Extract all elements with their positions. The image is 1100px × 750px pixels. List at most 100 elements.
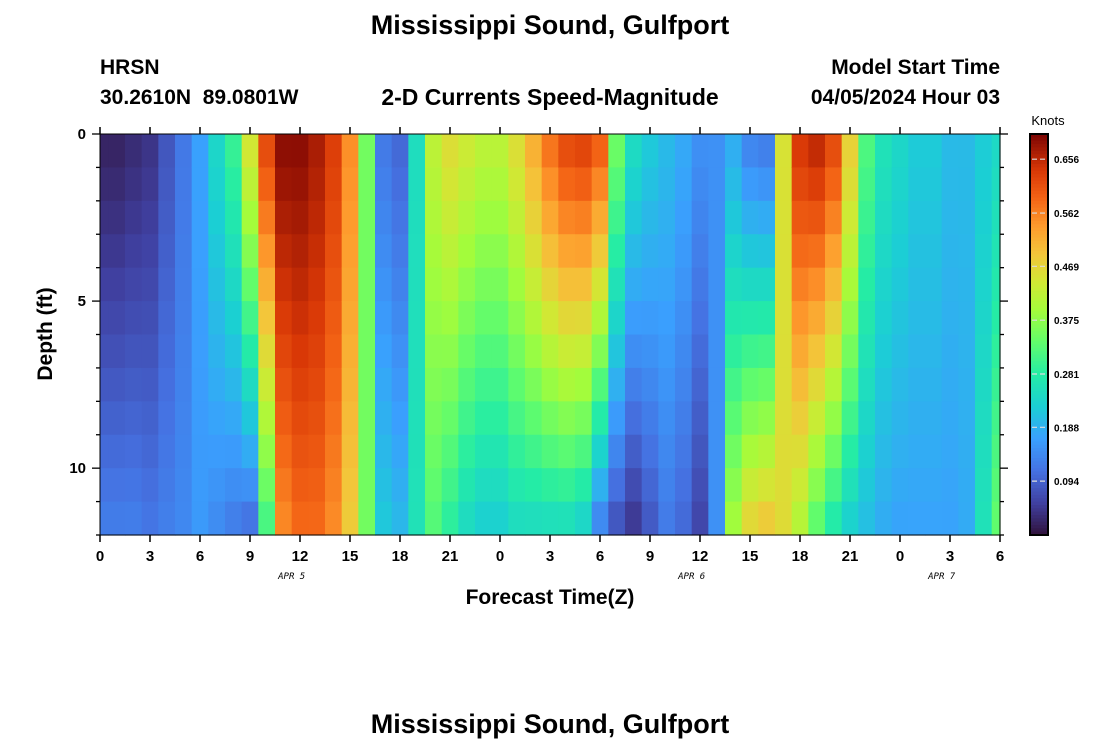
heatmap-cell [175,201,192,235]
heatmap-cell [342,502,359,536]
heatmap-cell [625,134,642,168]
heatmap-cell [192,201,209,235]
heatmap-cell [875,167,892,201]
heatmap-cell [675,134,692,168]
heatmap-cell [375,301,392,335]
heatmap-cell [292,502,309,536]
heatmap-cell [558,401,575,435]
heatmap-cell [875,468,892,502]
heatmap-cell [292,234,309,268]
colorbar-segment [1030,301,1048,305]
heatmap-cell [925,435,942,469]
heatmap-cell [408,234,425,268]
heatmap-cell [258,268,275,302]
heatmap-cell [792,234,809,268]
heatmap-cell [742,502,759,536]
heatmap-cell [392,468,409,502]
heatmap-cell [342,134,359,168]
heatmap-cell [308,201,325,235]
heatmap-cell [208,335,225,369]
heatmap-cell [275,401,292,435]
heatmap-cell [108,134,125,168]
heatmap-cell [325,401,342,435]
heatmap-cell [892,167,909,201]
heatmap-cell [100,468,109,502]
heatmap-cell [125,468,142,502]
colorbar-segment [1030,181,1048,185]
heatmap-cell [325,201,342,235]
heatmap-cell [308,401,325,435]
heatmap-cell [175,502,192,536]
heatmap-cell [392,201,409,235]
heatmap-cell [925,234,942,268]
colorbar-segment [1030,201,1048,205]
heatmap-cell [525,368,542,402]
heatmap-cell [992,201,1001,235]
heatmap-cell [125,401,142,435]
heatmap-cell [575,167,592,201]
heatmap-cell [442,435,459,469]
heatmap-cell [158,368,175,402]
heatmap-cell [808,401,825,435]
heatmap-cell [792,201,809,235]
heatmap-cell [642,468,659,502]
heatmap-cell [458,201,475,235]
heatmap-cell [825,268,842,302]
heatmap-cell [192,401,209,435]
heatmap-cell [208,401,225,435]
heatmap-cell [975,401,992,435]
heatmap-cell [142,435,159,469]
heatmap-cell [375,268,392,302]
heatmap-cell [725,435,742,469]
heatmap-cell [975,201,992,235]
heatmap-cell [858,368,875,402]
x-tick-label: 9 [246,548,254,565]
colorbar-segment [1030,465,1048,469]
heatmap-cell [758,502,775,536]
heatmap-cell [658,435,675,469]
heatmap-cell [108,368,125,402]
heatmap-cell [425,268,442,302]
heatmap-cell [825,201,842,235]
heatmap-cell [408,335,425,369]
heatmap-cell [908,335,925,369]
heatmap-cell [108,268,125,302]
heatmap-cell [575,201,592,235]
heatmap-cell [292,335,309,369]
colorbar-segment [1030,482,1048,486]
heatmap-cell [658,234,675,268]
heatmap-cell [758,401,775,435]
heatmap-cell [975,167,992,201]
heatmap-cell [475,234,492,268]
heatmap-cell [208,268,225,302]
heatmap-cell [508,234,525,268]
heatmap-cell [458,335,475,369]
heatmap-cell [692,468,709,502]
heatmap-cell [658,368,675,402]
heatmap-cell [858,167,875,201]
heatmap-cell [325,301,342,335]
heatmap-cell [908,134,925,168]
colorbar-tick-label: 0.562 [1054,209,1079,220]
heatmap-cell [592,301,609,335]
heatmap-cell [258,401,275,435]
heatmap-cell [942,468,959,502]
heatmap-cell [225,368,242,402]
heatmap-cell [925,502,942,536]
heatmap-cell [392,368,409,402]
heatmap-cell [842,134,859,168]
heatmap-cell [775,368,792,402]
heatmap-cell [958,368,975,402]
heatmap-cell [392,401,409,435]
heatmap-cell [208,234,225,268]
heatmap-cell [508,201,525,235]
heatmap-cell [408,502,425,536]
heatmap-cell [142,268,159,302]
heatmap-cell [592,435,609,469]
heatmap-cell [242,502,259,536]
heatmap-cell [458,468,475,502]
heatmap-cell [425,201,442,235]
heatmap-cell [842,167,859,201]
heatmap-cell [958,234,975,268]
heatmap-cell [375,134,392,168]
